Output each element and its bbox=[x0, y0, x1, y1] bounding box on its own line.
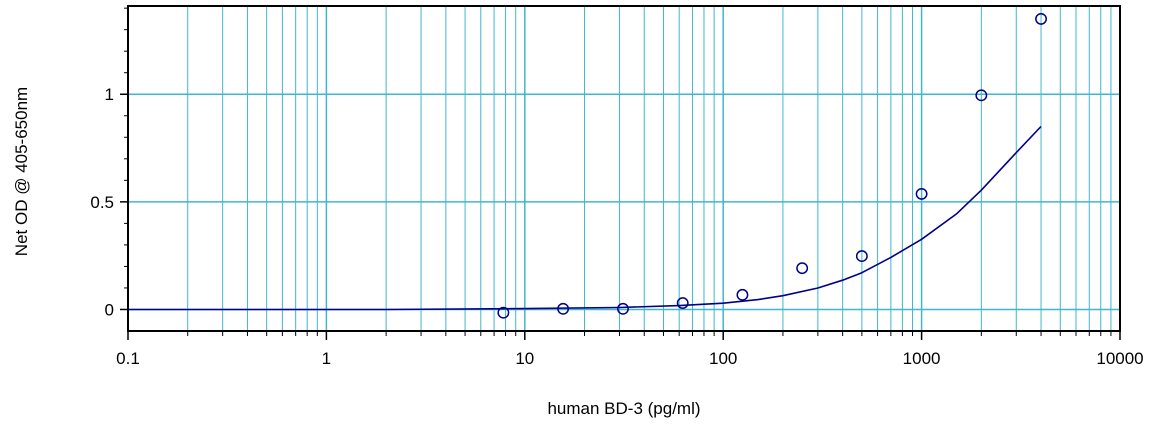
data-point bbox=[736, 288, 749, 301]
fit-curve bbox=[128, 125, 1042, 311]
x-tick-labels: 0.1 1 10 100 1000 10000 bbox=[116, 349, 1143, 368]
y-tick-label: 0 bbox=[105, 300, 114, 319]
data-point bbox=[975, 89, 988, 102]
axis-ticks bbox=[120, 7, 1121, 340]
major-gridlines bbox=[127, 6, 1121, 331]
data-point bbox=[557, 302, 570, 315]
data-point bbox=[1035, 12, 1047, 25]
x-tick-label: 0.1 bbox=[116, 349, 140, 368]
data-point bbox=[915, 187, 928, 200]
y-tick-label: 0.5 bbox=[90, 193, 114, 212]
plot-frame bbox=[127, 5, 1121, 332]
data-point bbox=[796, 262, 809, 275]
y-tick-label: 1 bbox=[105, 85, 114, 104]
x-tick-label: 1 bbox=[322, 349, 331, 368]
x-axis-title: human BD-3 (pg/ml) bbox=[547, 399, 700, 418]
x-tick-label: 10000 bbox=[1096, 349, 1143, 368]
x-tick-label: 1000 bbox=[903, 349, 941, 368]
y-axis-title: Net OD @ 405-650nm bbox=[12, 87, 31, 256]
data-points bbox=[497, 12, 1047, 319]
data-point bbox=[676, 297, 689, 309]
x-minor-gridlines bbox=[187, 6, 1112, 331]
data-point bbox=[617, 302, 629, 315]
data-point bbox=[497, 306, 510, 319]
fit-curve-group bbox=[128, 125, 1042, 311]
y-tick-labels: 00.51 bbox=[90, 85, 114, 319]
data-point bbox=[855, 250, 868, 263]
x-tick-label: 100 bbox=[709, 349, 737, 368]
x-tick-label: 10 bbox=[515, 349, 534, 368]
